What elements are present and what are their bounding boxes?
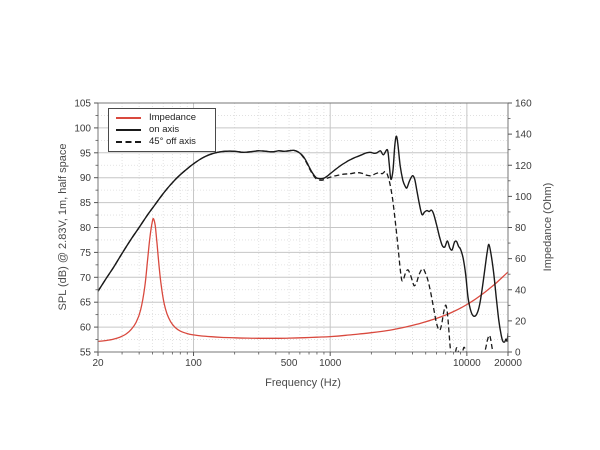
on-axis-line-swatch (116, 129, 141, 131)
x-tick-label: 500 (281, 358, 298, 369)
off-axis-curve (98, 149, 494, 352)
x-tick-label: 20 (92, 358, 104, 369)
y-right-tick-label: 0 (515, 348, 521, 359)
x-tick-label: 10000 (453, 358, 481, 369)
y-right-tick-label: 80 (515, 223, 527, 234)
y-left-tick-label: 75 (80, 248, 92, 259)
impedance-line-swatch (116, 117, 141, 119)
y-left-tick-label: 105 (74, 99, 91, 110)
chart-legend: Impedance on axis 45° off axis (108, 108, 216, 152)
y-axis-title-impedance: Impedance (Ohm) (542, 182, 554, 272)
x-tick-label: 100 (185, 358, 202, 369)
legend-item-45-off-axis: 45° off axis (116, 136, 209, 148)
y-right-tick-label: 100 (515, 192, 532, 203)
y-left-tick-label: 90 (80, 173, 92, 184)
legend-label: on axis (149, 124, 180, 135)
y-right-tick-label: 40 (515, 285, 527, 296)
y-axis-title-spl: SPL (dB) @ 2.83V, 1m, half space (57, 143, 69, 311)
y-right-tick-label: 60 (515, 254, 527, 265)
y-left-tick-label: 85 (80, 198, 92, 209)
y-left-tick-label: 60 (80, 323, 92, 334)
legend-label: Impedance (149, 112, 197, 123)
y-left-tick-label: 65 (80, 298, 92, 309)
y-left-tick-label: 80 (80, 223, 92, 234)
x-axis-title: Frequency (Hz) (265, 377, 341, 389)
y-left-tick-label: 55 (80, 348, 92, 359)
off-axis-line-swatch (116, 141, 141, 143)
y-right-tick-label: 160 (515, 99, 532, 110)
x-tick-label: 1000 (319, 358, 342, 369)
y-left-tick-label: 95 (80, 148, 92, 159)
y-right-tick-label: 20 (515, 316, 527, 327)
legend-item-on-axis: on axis (116, 124, 209, 136)
x-tick-label: 20000 (494, 358, 522, 369)
y-left-tick-label: 70 (80, 273, 92, 284)
on-axis-curve (98, 135, 508, 343)
legend-label: 45° off axis (149, 136, 196, 147)
y-right-tick-label: 120 (515, 161, 532, 172)
legend-item-impedance: Impedance (116, 112, 209, 124)
impedance-curve (98, 217, 508, 343)
y-left-tick-label: 100 (74, 123, 91, 134)
y-right-tick-label: 140 (515, 130, 532, 141)
